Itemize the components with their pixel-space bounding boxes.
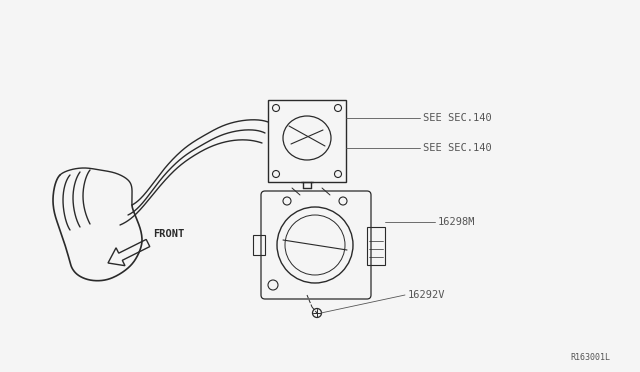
Text: SEE SEC.140: SEE SEC.140: [423, 113, 492, 123]
Bar: [367, 227, 385, 265]
Text: SEE SEC.140: SEE SEC.140: [423, 143, 492, 153]
Text: FRONT: FRONT: [153, 229, 184, 239]
Text: 16292V: 16292V: [408, 290, 445, 300]
Bar: [268, 100, 346, 182]
Text: 16298M: 16298M: [438, 217, 476, 227]
Bar: [253, 235, 265, 255]
Text: R163001L: R163001L: [570, 353, 610, 362]
